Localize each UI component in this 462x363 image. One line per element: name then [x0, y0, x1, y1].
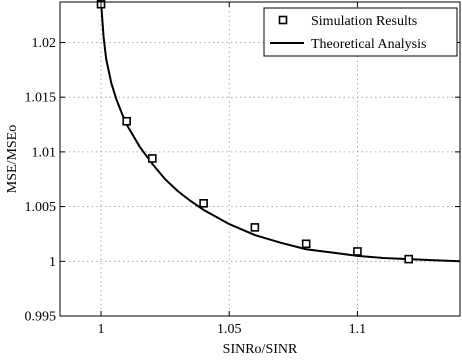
series-point-simulation-results — [199, 199, 208, 208]
y-tick-label: 0.995 — [25, 310, 57, 325]
series-point-simulation-results — [148, 154, 157, 163]
x-tick-label: 1.1 — [349, 322, 367, 337]
plot-layer — [96, 0, 460, 264]
y-tick-label: 1.015 — [25, 91, 57, 106]
series-point-simulation-results — [122, 116, 131, 126]
legend-marker-simulation-results — [278, 15, 288, 25]
legend-box — [263, 7, 458, 57]
y-tick-label: 1.005 — [25, 200, 57, 215]
series-line-theoretical-analysis — [100, 2, 460, 263]
axes-frame — [59, 1, 461, 317]
series-point-simulation-results — [301, 239, 311, 249]
x-axis-label: SINRo/SINR — [223, 342, 298, 357]
x-tick-label: 1.05 — [217, 322, 242, 337]
y-axis-label: MSE/MSEo — [5, 125, 20, 193]
tick-layer: 1 1.05 1.1 0.995 1 1.005 1.01 1.015 1.02 — [25, 2, 460, 337]
y-tick-label: 1 — [49, 255, 56, 270]
y-tick-label: 1.02 — [32, 36, 57, 51]
legend-label-theoretical-analysis: Theoretical Analysis — [311, 37, 426, 52]
legend: Simulation Results Theoretical Analysis — [263, 7, 458, 57]
series-point-simulation-results — [250, 223, 260, 232]
x-tick-label: 1 — [98, 322, 105, 337]
legend-label-simulation-results: Simulation Results — [311, 14, 417, 29]
series-point-simulation-results — [353, 247, 362, 256]
series-point-simulation-results — [404, 254, 414, 264]
y-tick-label: 1.01 — [32, 145, 57, 160]
